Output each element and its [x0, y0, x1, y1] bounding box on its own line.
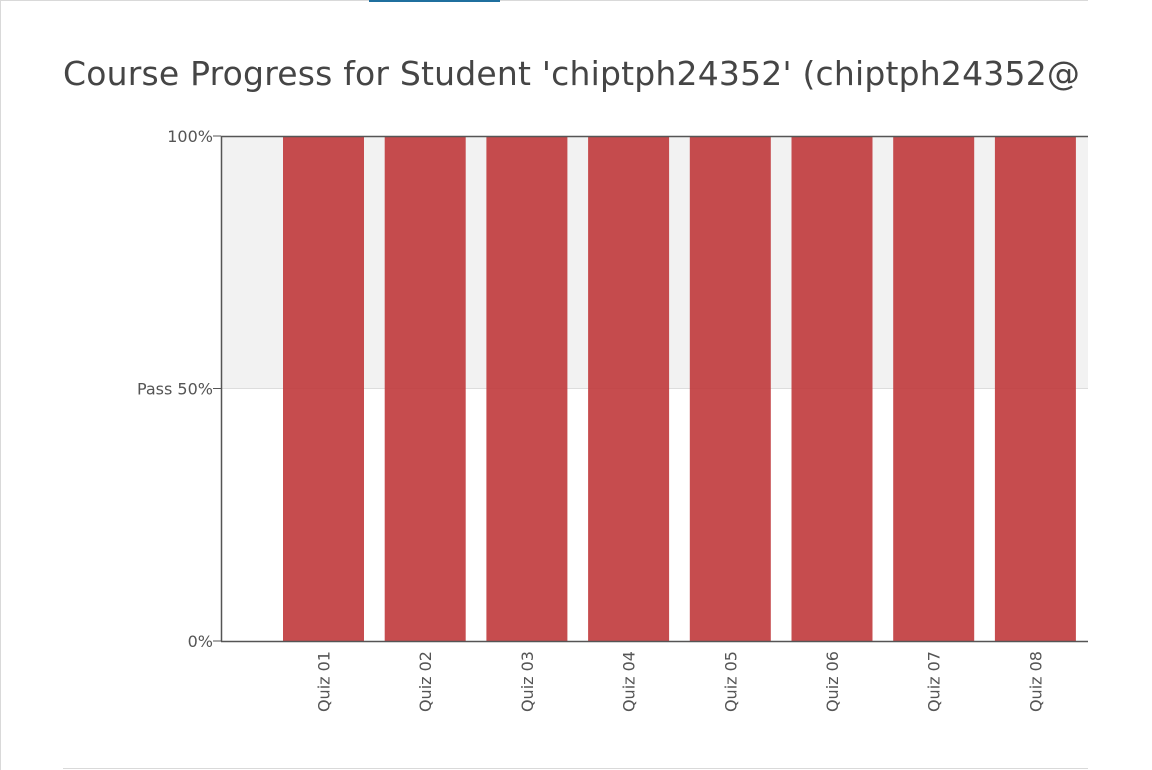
x-category-label: Quiz 05	[721, 651, 740, 712]
x-category-label: Quiz 06	[823, 651, 842, 712]
bar-quiz-05	[689, 136, 771, 641]
bars-group	[283, 136, 1076, 641]
x-labels-group: Quiz 01 Quiz 02 Quiz 03 Quiz 04 Quiz 05 Quiz …	[315, 651, 1046, 712]
y-ticks-group: 0% Pass 50% 100%	[137, 127, 221, 651]
y-tick-label: Pass 50%	[137, 380, 213, 399]
page-title: Course Progress for Student 'chiptph2435…	[63, 54, 1081, 93]
bottom-divider	[63, 768, 1088, 769]
x-category-label: Quiz 02	[416, 651, 435, 712]
bar-quiz-03	[486, 136, 568, 641]
x-category-label: Quiz 03	[518, 651, 537, 712]
bar-quiz-08	[994, 136, 1076, 641]
x-category-label: Quiz 04	[620, 651, 639, 712]
bar-quiz-06	[791, 136, 873, 641]
bar-quiz-02	[384, 136, 466, 641]
course-progress-chart: 0%Pass 50%100% Quiz 01 Quiz 02 Quiz 03 Quiz…	[137, 127, 1088, 712]
panel-top-border	[0, 0, 1088, 1]
y-tick-label: 0%	[188, 632, 213, 651]
x-category-label: Quiz 08	[1026, 651, 1045, 712]
content-panel: Course Progress for Student 'chiptph2435…	[0, 0, 1088, 770]
panel-left-border	[0, 0, 1, 770]
y-tick-label: 100%	[167, 127, 213, 146]
x-category-label: Quiz 01	[315, 651, 334, 712]
active-tab-indicator	[369, 0, 500, 2]
x-category-label: Quiz 07	[925, 651, 944, 712]
bar-quiz-04	[588, 136, 670, 641]
bar-quiz-07	[893, 136, 975, 641]
bar-quiz-01	[283, 136, 364, 641]
